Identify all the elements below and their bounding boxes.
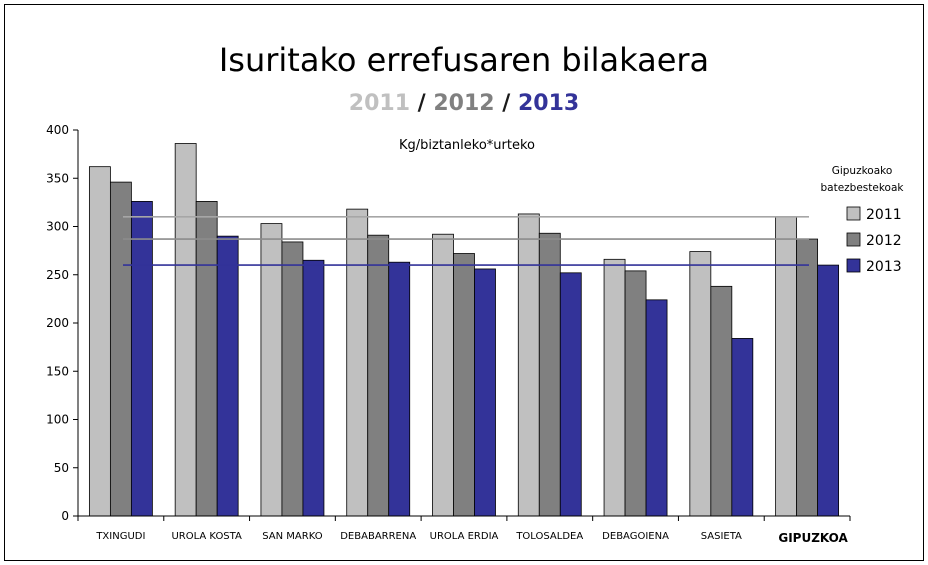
bar-san-marko-2013	[302, 259, 325, 517]
bar-urola-erdia-2012	[453, 253, 475, 517]
bar-san-marko-2011	[260, 223, 283, 517]
bar-sasieta-2012	[710, 285, 733, 517]
y-tick-label-400: 400	[46, 123, 69, 137]
averages-label-line-1: batezbestekoak	[820, 182, 904, 194]
bar-debagoiena-2013	[645, 299, 668, 517]
chart-frame: Isuritako errefusaren bilakaera 2011 / 2…	[4, 4, 924, 561]
bar-tolosaldea-2011	[517, 213, 540, 517]
x-tick-label-txingudi: TXINGUDI	[95, 531, 145, 542]
bar-urola-kosta-2011	[174, 143, 197, 517]
x-tick-label-san-marko: SAN MARKO	[262, 531, 322, 542]
y-tick-label-300: 300	[46, 220, 69, 234]
x-tick-label-debagoiena: DEBAGOIENA	[602, 531, 669, 542]
legend-swatch-2013	[846, 258, 861, 273]
subtitle-part-1: /	[410, 91, 433, 116]
subtitle-part-0: 2011	[349, 91, 410, 116]
y-tick-label-350: 350	[46, 171, 69, 185]
averages-label-line-0: Gipuzkoako	[832, 165, 893, 177]
y-tick-label-100: 100	[46, 413, 69, 427]
x-tick-label-debabarrena: DEBABARRENA	[340, 531, 416, 542]
bar-debagoiena-2012	[624, 270, 647, 517]
y-tick-label-0: 0	[61, 509, 69, 523]
bar-sasieta-2011	[689, 251, 712, 517]
bar-gipuzkoa-2013	[817, 264, 840, 517]
y-tick-label-200: 200	[46, 316, 69, 330]
x-tick-label-tolosaldea: TOLOSALDEA	[515, 531, 583, 542]
bar-debagoiena-2011	[603, 258, 626, 517]
bar-urola-kosta-2013	[216, 235, 239, 517]
bar-debabarrena-2013	[388, 261, 411, 517]
legend: 2011 2012 2013	[846, 206, 902, 275]
bar-urola-kosta-2012	[195, 201, 218, 517]
average-lines-group	[123, 216, 809, 266]
bar-chart: Isuritako errefusaren bilakaera 2011 / 2…	[46, 41, 904, 545]
legend-label-2011: 2011	[866, 207, 902, 223]
y-tick-label-50: 50	[54, 461, 69, 475]
y-axis-label: Kg/biztanleko*urteko	[399, 138, 535, 153]
subtitle-part-3: /	[495, 91, 518, 116]
x-tick-label-sasieta: SASIETA	[701, 531, 742, 542]
bar-gipuzkoa-2011	[775, 216, 798, 517]
bar-sasieta-2013	[731, 338, 754, 517]
bar-urola-erdia-2011	[432, 233, 454, 517]
bar-urola-erdia-2013	[474, 268, 496, 517]
bar-san-marko-2012	[281, 241, 304, 517]
subtitle-part-2: 2012	[433, 91, 494, 116]
bar-txingudi-2011	[88, 166, 111, 517]
legend-label-2012: 2012	[866, 233, 902, 249]
averages-label: Gipuzkoako batezbestekoak	[820, 165, 904, 194]
bar-gipuzkoa-2012	[796, 238, 819, 517]
bar-debabarrena-2011	[346, 208, 369, 517]
legend-label-2013: 2013	[866, 259, 902, 275]
x-tick-label-urola-erdia: UROLA ERDIA	[430, 531, 499, 542]
chart-title: Isuritako errefusaren bilakaera	[219, 41, 709, 79]
bar-txingudi-2012	[109, 181, 132, 517]
y-tick-label-150: 150	[46, 364, 69, 378]
bars-group	[88, 143, 840, 517]
legend-swatch-2012	[846, 232, 861, 247]
axes-group: 0 50 100 150 200 250 300 350 400 TXINGUDI UROLA KO…	[46, 123, 851, 545]
y-tick-label-250: 250	[46, 268, 69, 282]
bar-txingudi-2013	[130, 201, 153, 517]
legend-swatch-2011	[846, 206, 861, 221]
x-tick-label-urola-kosta: UROLA KOSTA	[171, 531, 242, 542]
subtitle-part-4: 2013	[518, 91, 579, 116]
chart-subtitle: 2011 / 2012 / 2013	[349, 91, 579, 116]
bar-tolosaldea-2013	[559, 272, 582, 517]
x-tick-label-gipuzkoa: GIPUZKOA	[778, 531, 848, 545]
bar-tolosaldea-2012	[538, 232, 561, 517]
bar-debabarrena-2012	[367, 234, 390, 517]
